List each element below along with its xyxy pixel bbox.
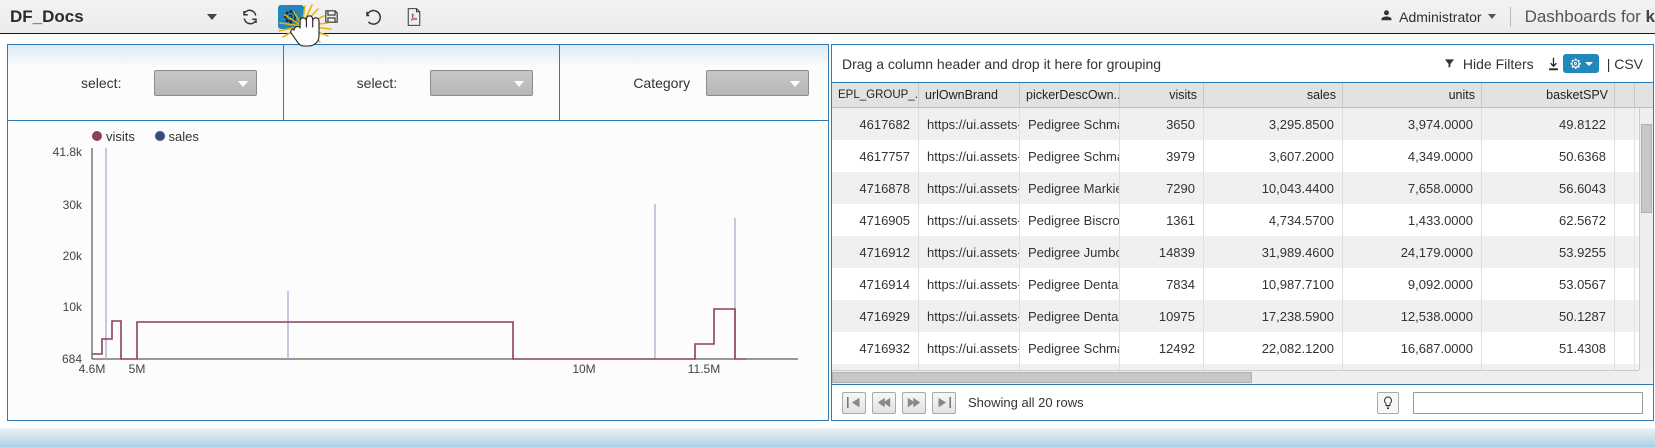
- svg-text:41.8k: 41.8k: [53, 145, 83, 159]
- svg-text:4.6M: 4.6M: [79, 362, 106, 376]
- svg-text:10M: 10M: [572, 362, 595, 376]
- svg-text:5M: 5M: [129, 362, 146, 376]
- svg-text:30k: 30k: [63, 198, 83, 212]
- svg-text:10k: 10k: [63, 300, 83, 314]
- svg-text:11.5M: 11.5M: [688, 362, 720, 376]
- svg-text:20k: 20k: [63, 249, 83, 263]
